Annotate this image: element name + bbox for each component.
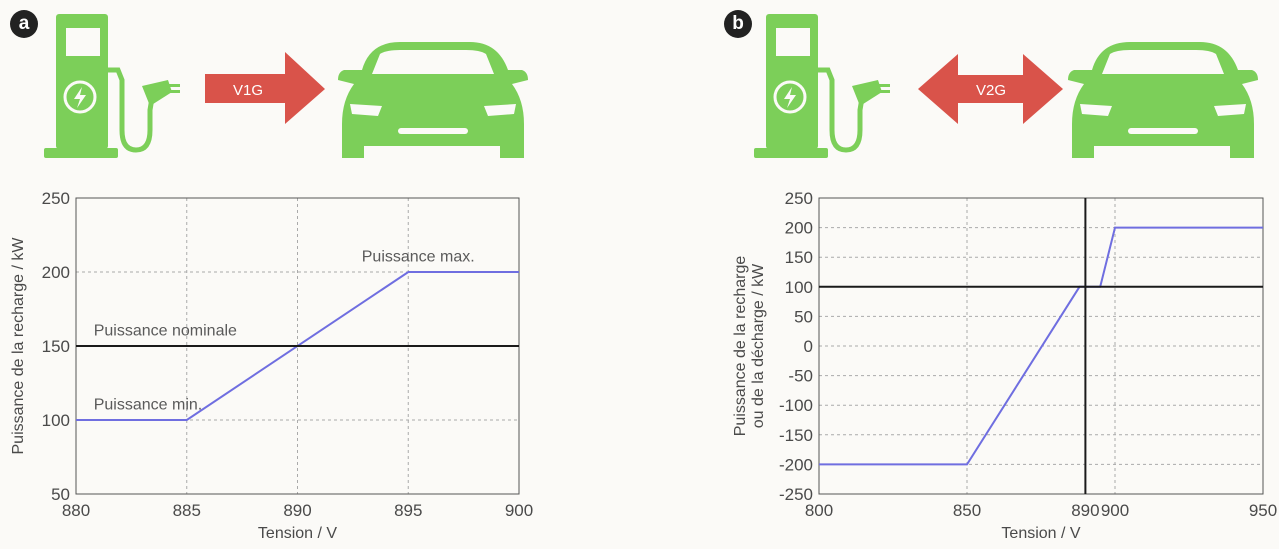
y-tick-label: 0 (804, 337, 813, 356)
x-tick-label: 900 (505, 501, 533, 520)
annotation: Puissance nominale (94, 323, 237, 340)
chart-b: 800 850 890 900 950 -250 -200 -150 -100 -50 0 50 100… (732, 189, 1277, 542)
charging-station-icon (44, 14, 180, 158)
y-tick-label: 250 (42, 189, 70, 208)
y-tick-label: 50 (51, 485, 70, 504)
y-tick-label: 250 (785, 189, 813, 208)
y-axis-label: Puissance de la recharge / kW (10, 237, 27, 455)
x-tick-label: 950 (1249, 501, 1277, 520)
annotation: Puissance min. (94, 397, 203, 414)
panel-b-illustration: V2G (754, 14, 1258, 158)
panel-a-illustration: V1G (44, 14, 528, 158)
y-tick-label: 200 (42, 263, 70, 282)
y-tick-label: -200 (779, 455, 813, 474)
y-axis-label: Puissance de la recharge (732, 256, 749, 437)
y-tick-label: 150 (785, 248, 813, 267)
arrow-label: V2G (976, 82, 1006, 99)
y-tick-label: -150 (779, 426, 813, 445)
x-tick-label: 880 (62, 501, 90, 520)
y-tick-label: 50 (794, 307, 813, 326)
panel-badge: b (724, 10, 752, 38)
x-tick-label: 890 (283, 501, 311, 520)
v1g-arrow: V1G (205, 52, 325, 124)
x-axis-label: Tension / V (1001, 525, 1080, 542)
y-tick-label: 100 (785, 278, 813, 297)
y-tick-label: -50 (788, 367, 813, 386)
x-tick-label: 900 (1101, 501, 1129, 520)
chart-a: 880 885 890 895 900 50 100 150 200 250 Puissance m… (10, 189, 533, 542)
x-tick-label: 895 (394, 501, 422, 520)
y-tick-label: 200 (785, 219, 813, 238)
panel-badge: a (10, 10, 38, 38)
x-tick-label: 885 (173, 501, 201, 520)
x-axis-label: Tension / V (258, 525, 337, 542)
car-icon (338, 42, 528, 158)
y-tick-label: -100 (779, 396, 813, 415)
car-icon (1068, 42, 1258, 158)
panel-b: b V2G 800 850 890 900 950 -250 -200 -150 -100 -50… (640, 0, 1279, 549)
x-tick-label: 890 (1071, 501, 1099, 520)
y-axis-label: ou de la décharge / kW (750, 263, 767, 428)
y-tick-label: 150 (42, 337, 70, 356)
charging-station-icon (754, 14, 890, 158)
x-tick-label: 800 (805, 501, 833, 520)
panel-a: a V1G 880 885 890 895 900 50 100 150 200 250 Puiss… (10, 10, 533, 542)
arrow-label: V1G (233, 82, 263, 99)
x-tick-label: 850 (953, 501, 981, 520)
v2g-arrow: V2G (918, 54, 1063, 124)
annotation: Puissance max. (362, 249, 475, 266)
y-tick-label: -250 (779, 485, 813, 504)
plot-frame (818, 197, 1264, 495)
y-tick-label: 100 (42, 411, 70, 430)
